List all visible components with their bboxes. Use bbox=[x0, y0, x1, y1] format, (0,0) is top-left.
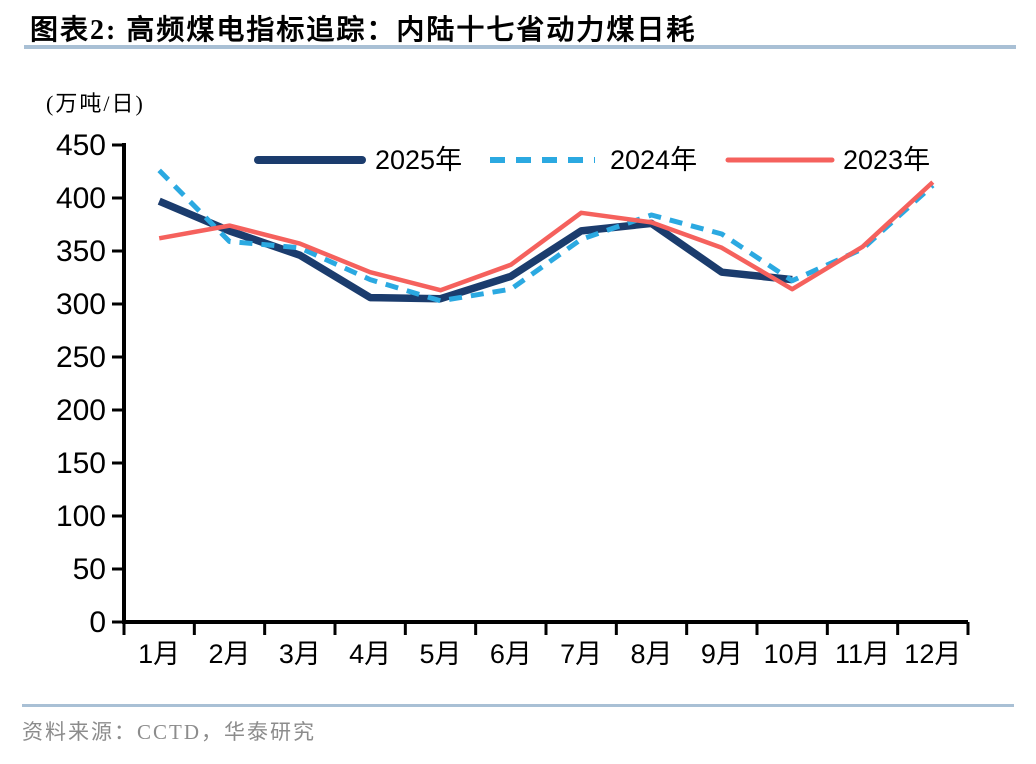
y-tick-label: 50 bbox=[73, 553, 106, 586]
legend-item-2024年: 2024年 bbox=[490, 145, 697, 175]
series-line-2023年 bbox=[158, 180, 935, 293]
footer-divider bbox=[22, 704, 1014, 707]
y-tick-label: 100 bbox=[56, 500, 106, 533]
y-tick-labels: 0 50 100 150 200 250 300 350 400 450 bbox=[56, 129, 106, 639]
x-tick-label: 2月 bbox=[208, 639, 250, 669]
y-tick-label: 450 bbox=[56, 129, 106, 162]
series-line-2024年 bbox=[157, 168, 935, 304]
legend-item-2023年: 2023年 bbox=[725, 145, 930, 175]
x-tick-label: 5月 bbox=[419, 639, 461, 669]
source-text: 资料来源：CCTD，华泰研究 bbox=[22, 720, 317, 744]
x-tick-label: 4月 bbox=[349, 639, 391, 669]
legend-label-2023年: 2023年 bbox=[843, 145, 930, 175]
y-tick-label: 400 bbox=[56, 182, 106, 215]
axes bbox=[122, 143, 968, 624]
x-tick-label: 12月 bbox=[904, 639, 961, 669]
y-tick-label: 150 bbox=[56, 447, 106, 480]
x-tick-label: 6月 bbox=[490, 639, 532, 669]
y-tick-label: 0 bbox=[89, 606, 106, 639]
legend-label-2025年: 2025年 bbox=[375, 145, 462, 175]
y-tick-label: 250 bbox=[56, 341, 106, 374]
axis-ticks bbox=[112, 143, 970, 635]
y-tick-label: 350 bbox=[56, 235, 106, 268]
figure-title: 图表2: 高频煤电指标追踪：内陆十七省动力煤日耗 bbox=[30, 15, 697, 46]
title-divider bbox=[24, 45, 1016, 49]
x-tick-label: 1月 bbox=[138, 639, 180, 669]
y-tick-label: 300 bbox=[56, 288, 106, 321]
x-tick-label: 11月 bbox=[835, 639, 890, 669]
x-tick-label: 9月 bbox=[701, 639, 743, 669]
y-tick-label: 200 bbox=[56, 394, 106, 427]
legend-item-2025年: 2025年 bbox=[254, 145, 462, 175]
legend: 2025年 2024年 2023年 bbox=[254, 145, 930, 175]
y-axis-unit-label: (万吨/日) bbox=[46, 91, 145, 116]
line-chart: 0 50 100 150 200 250 300 350 400 450 1月 2月 3月 4月 5月 6月 7… bbox=[56, 129, 970, 669]
series-line-2025年 bbox=[157, 197, 793, 303]
x-tick-labels: 1月 2月 3月 4月 5月 6月 7月 8月 9月 10月 11月 12月 bbox=[138, 639, 961, 669]
legend-label-2024年: 2024年 bbox=[610, 145, 697, 175]
x-tick-label: 3月 bbox=[279, 639, 321, 669]
x-tick-label: 7月 bbox=[560, 639, 602, 669]
x-tick-label: 10月 bbox=[764, 639, 821, 669]
x-tick-label: 8月 bbox=[630, 639, 672, 669]
